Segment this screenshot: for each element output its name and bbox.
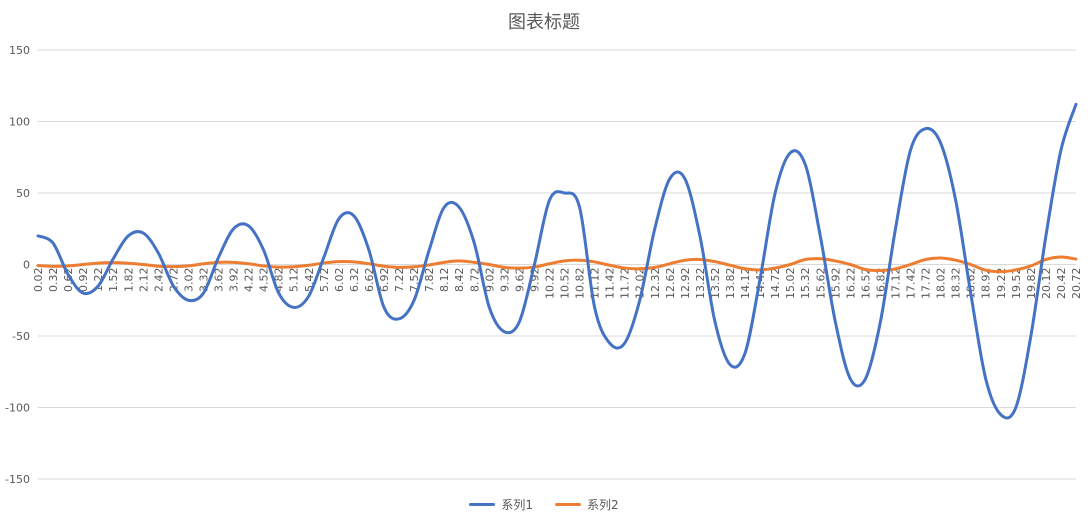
y-tick-label: -100	[5, 402, 30, 415]
x-tick-label: 17.12	[889, 268, 902, 300]
x-tick-label: 10.22	[543, 268, 556, 300]
x-tick-label: 3.62	[213, 268, 226, 293]
x-tick-label: 12.62	[664, 268, 677, 300]
y-tick-label: 0	[23, 259, 30, 272]
legend-item-series-2[interactable]: 系列2	[555, 496, 619, 513]
x-tick-label: 14.12	[739, 268, 752, 300]
x-tick-label: 3.92	[228, 268, 241, 293]
series-line-2[interactable]	[36, 255, 1078, 274]
y-tick-label: -150	[5, 473, 30, 486]
x-tick-label: 0.32	[47, 268, 60, 293]
x-tick-label: 20.42	[1055, 268, 1068, 300]
x-tick-label: 2.42	[152, 268, 165, 293]
x-tick-label: 20.72	[1070, 268, 1083, 300]
x-tick-label: 6.02	[333, 268, 346, 293]
chart-title: 图表标题	[508, 12, 580, 33]
x-tick-label: 0.02	[32, 268, 45, 293]
legend-swatch-series-1	[469, 503, 496, 506]
x-tick-label: 8.72	[468, 268, 481, 293]
x-tick-label: 13.22	[694, 268, 707, 300]
x-tick-label: 2.72	[167, 268, 180, 293]
x-tick-label: 16.22	[844, 268, 857, 300]
x-tick-label: 17.72	[920, 268, 933, 300]
x-tick-label: 9.32	[498, 268, 511, 293]
x-tick-label: 6.92	[378, 268, 391, 293]
series-line-1[interactable]	[36, 102, 1078, 420]
x-tick-label: 15.02	[784, 268, 797, 300]
y-tick-label: 150	[9, 44, 30, 57]
x-tick-label: 20.12	[1040, 268, 1053, 300]
x-tick-label: 1.82	[122, 268, 135, 293]
x-tick-label: 0.92	[77, 268, 90, 293]
x-tick-label: 5.72	[318, 268, 331, 293]
x-tick-label: 19.82	[1025, 268, 1038, 300]
legend-swatch-series-2	[555, 503, 581, 506]
x-tick-label: 4.22	[243, 268, 256, 293]
x-tick-label: 13.52	[709, 268, 722, 300]
x-tick-label: 12.92	[679, 268, 692, 300]
x-tick-label: 10.82	[574, 268, 587, 300]
x-tick-label: 6.62	[363, 268, 376, 293]
x-tick-label: 9.62	[513, 268, 526, 293]
x-tick-label: 0.62	[62, 268, 75, 293]
x-tick-label: 7.22	[393, 268, 406, 293]
x-tick-label: 18.32	[950, 268, 963, 300]
x-tick-label: 10.52	[559, 268, 572, 300]
x-tick-label: 18.92	[980, 268, 993, 300]
x-tick-label: 11.42	[604, 268, 617, 300]
x-tick-label: 12.32	[649, 268, 662, 300]
y-tick-label: -50	[12, 330, 30, 343]
legend-item-series-1[interactable]: 系列1	[469, 496, 533, 513]
x-tick-label: 5.12	[288, 268, 301, 293]
x-tick-label: 12.02	[634, 268, 647, 300]
x-tick-label: 17.42	[905, 268, 918, 300]
x-tick-label: 13.82	[724, 268, 737, 300]
x-tick-label: 8.12	[438, 268, 451, 293]
x-tick-label: 7.82	[423, 268, 436, 293]
x-tick-label: 15.92	[829, 268, 842, 300]
x-tick-label: 19.52	[1010, 268, 1023, 300]
x-tick-label: 14.72	[769, 268, 782, 300]
x-tick-label: 9.02	[483, 267, 496, 292]
x-tick-label: 8.42	[453, 268, 466, 293]
legend-label-series-1: 系列1	[501, 498, 533, 512]
x-tick-label: 18.02	[935, 268, 948, 300]
x-tick-label: 4.52	[258, 268, 271, 293]
x-tick-label: 16.52	[859, 268, 872, 300]
legend: 系列1 系列2	[0, 496, 1088, 513]
y-tick-label: 100	[9, 116, 30, 129]
x-tick-label: 6.32	[348, 268, 361, 293]
x-tick-label: 1.22	[92, 268, 105, 293]
x-tick-label: 2.12	[137, 268, 150, 293]
legend-label-series-2: 系列2	[587, 498, 619, 512]
x-tick-label: 19.22	[995, 268, 1008, 300]
x-tick-label: 15.62	[814, 268, 827, 300]
x-tick-label: 3.02	[182, 268, 195, 293]
x-tick-label: 11.72	[619, 268, 632, 300]
x-tick-label: 1.52	[107, 268, 120, 293]
y-tick-label: 50	[16, 187, 30, 200]
x-tick-label: 15.32	[799, 268, 812, 300]
